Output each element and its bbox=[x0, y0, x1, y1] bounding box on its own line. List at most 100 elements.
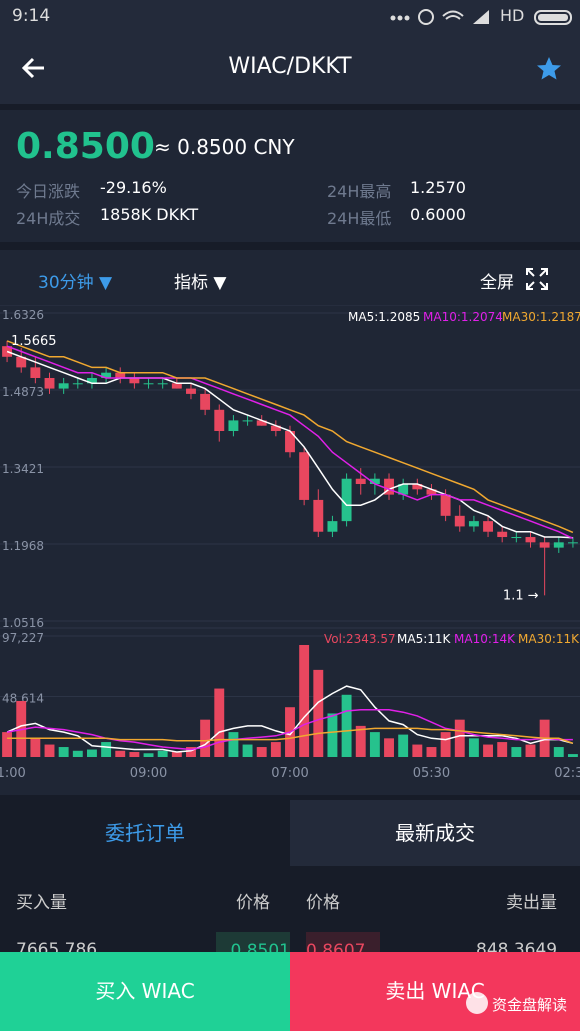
tab[interactable]: 最新成交 bbox=[290, 800, 580, 866]
candle-body bbox=[412, 484, 423, 490]
volume-bar bbox=[369, 732, 380, 757]
volume-bar bbox=[44, 744, 55, 757]
candle-body bbox=[87, 377, 97, 384]
period-select[interactable]: 30分钟 ▼ bbox=[38, 273, 113, 293]
volume-bar bbox=[242, 744, 253, 757]
candle-body bbox=[58, 383, 69, 389]
volume-bar bbox=[440, 732, 451, 757]
watermark: 资金盘解读 bbox=[492, 996, 568, 1014]
volume-bar bbox=[384, 738, 394, 757]
y-tick-label: 1.1968 bbox=[2, 539, 44, 553]
column-header: 价格 bbox=[236, 893, 270, 913]
candle-body bbox=[115, 372, 126, 378]
volume-bar bbox=[426, 747, 437, 757]
candle-body bbox=[101, 372, 112, 378]
fullscreen-button[interactable]: 全屏 bbox=[480, 268, 514, 293]
volume-bar bbox=[398, 734, 409, 757]
min-annotation: 1.1 → bbox=[503, 588, 539, 603]
volume-bar bbox=[186, 747, 196, 757]
kline-chart: 1.6326 1.4873 1.3421 1.1968 1.0516 11:00 09:00… bbox=[0, 305, 580, 781]
candle-body bbox=[369, 478, 380, 485]
period-text: 30分钟 bbox=[38, 273, 94, 293]
ma-line bbox=[6, 350, 573, 539]
candle-body bbox=[468, 521, 479, 527]
volume-bar bbox=[327, 713, 338, 757]
volume-bar bbox=[200, 719, 211, 757]
favorite-star[interactable] bbox=[535, 55, 563, 81]
sell-button[interactable]: 卖出 WIAC bbox=[290, 952, 580, 1031]
volume-bar bbox=[143, 753, 154, 757]
volume-bar bbox=[355, 725, 366, 757]
candle-body bbox=[30, 367, 41, 378]
legend-entry: MA5:1.2085 bbox=[348, 310, 420, 324]
candle-body bbox=[384, 478, 394, 495]
y-tick-label: 1.3421 bbox=[2, 462, 44, 476]
candle-body bbox=[129, 377, 140, 384]
stat-value: 1.2570 bbox=[410, 178, 466, 197]
candle-body bbox=[355, 478, 366, 485]
volume-bar bbox=[483, 744, 493, 757]
candle-body bbox=[454, 515, 465, 527]
candle-body bbox=[539, 542, 550, 548]
legend-entry: MA30:11K bbox=[518, 632, 580, 646]
volume-bar bbox=[157, 750, 168, 757]
y-tick-label: 1.0516 bbox=[2, 616, 44, 630]
fullscreen-text: 全屏 bbox=[480, 273, 514, 293]
candle-body bbox=[256, 420, 267, 426]
volume-bar bbox=[101, 742, 112, 757]
y-tick-label: 1.4873 bbox=[2, 385, 44, 399]
stat-label: 24H成交 bbox=[16, 209, 81, 228]
stat-value: 0.6000 bbox=[410, 205, 466, 224]
buy-button[interactable]: 买入 WIAC bbox=[0, 952, 290, 1031]
candle-body bbox=[44, 377, 55, 389]
fullscreen-icon bbox=[526, 268, 548, 290]
candle-body bbox=[214, 409, 225, 432]
volume-bar bbox=[30, 738, 41, 757]
candle-body bbox=[200, 393, 211, 410]
volume-bar bbox=[567, 754, 578, 757]
indicator-select[interactable]: 指标 ▼ bbox=[174, 273, 227, 293]
candle-body bbox=[228, 420, 239, 432]
y-tick-label: 1.6326 bbox=[2, 308, 44, 322]
volume-ma-line bbox=[6, 708, 573, 751]
status-icons bbox=[390, 9, 572, 25]
x-tick-label: 05:30 bbox=[413, 766, 450, 781]
volume-bar bbox=[270, 742, 281, 757]
volume-bar bbox=[299, 644, 310, 757]
candle-body bbox=[186, 388, 196, 394]
back-button[interactable] bbox=[20, 55, 48, 81]
cny-price: ≈ 0.8500 CNY bbox=[154, 135, 295, 159]
candle-body bbox=[2, 346, 13, 357]
watermark-icon bbox=[466, 992, 488, 1014]
candle-body bbox=[327, 521, 338, 532]
ma-line bbox=[6, 345, 574, 540]
volume-bar bbox=[341, 694, 352, 757]
volume-bar bbox=[525, 744, 536, 757]
candle-body bbox=[313, 499, 324, 532]
volume-bar bbox=[468, 738, 479, 757]
x-tick-label: 11:00 bbox=[0, 766, 26, 781]
stat-label: 24H最低 bbox=[327, 209, 392, 228]
indicator-text: 指标 bbox=[174, 273, 208, 293]
volume-bar bbox=[171, 752, 182, 757]
candle-body bbox=[270, 425, 281, 432]
volume-bar bbox=[87, 749, 97, 757]
tab[interactable]: 委托订单 bbox=[0, 800, 290, 866]
y-tick-label: 48,614 bbox=[2, 691, 44, 705]
stat-value: 1858K DKKT bbox=[100, 205, 199, 224]
volume-bar bbox=[115, 750, 126, 757]
candle-body bbox=[285, 431, 295, 453]
volume-bar bbox=[313, 669, 324, 757]
stat-label: 今日涨跌 bbox=[16, 182, 81, 201]
candle-body bbox=[157, 383, 168, 385]
candle-body bbox=[553, 542, 564, 548]
column-header: 买入量 bbox=[16, 893, 67, 913]
stat-label: 24H最高 bbox=[327, 182, 392, 201]
x-tick-label: 09:00 bbox=[130, 766, 167, 781]
last-price: 0.8500 bbox=[16, 126, 155, 167]
x-tick-label: 02:30 bbox=[554, 766, 580, 781]
status-network: HD bbox=[500, 6, 525, 25]
ma-line bbox=[6, 340, 574, 534]
volume-bar bbox=[412, 744, 423, 757]
